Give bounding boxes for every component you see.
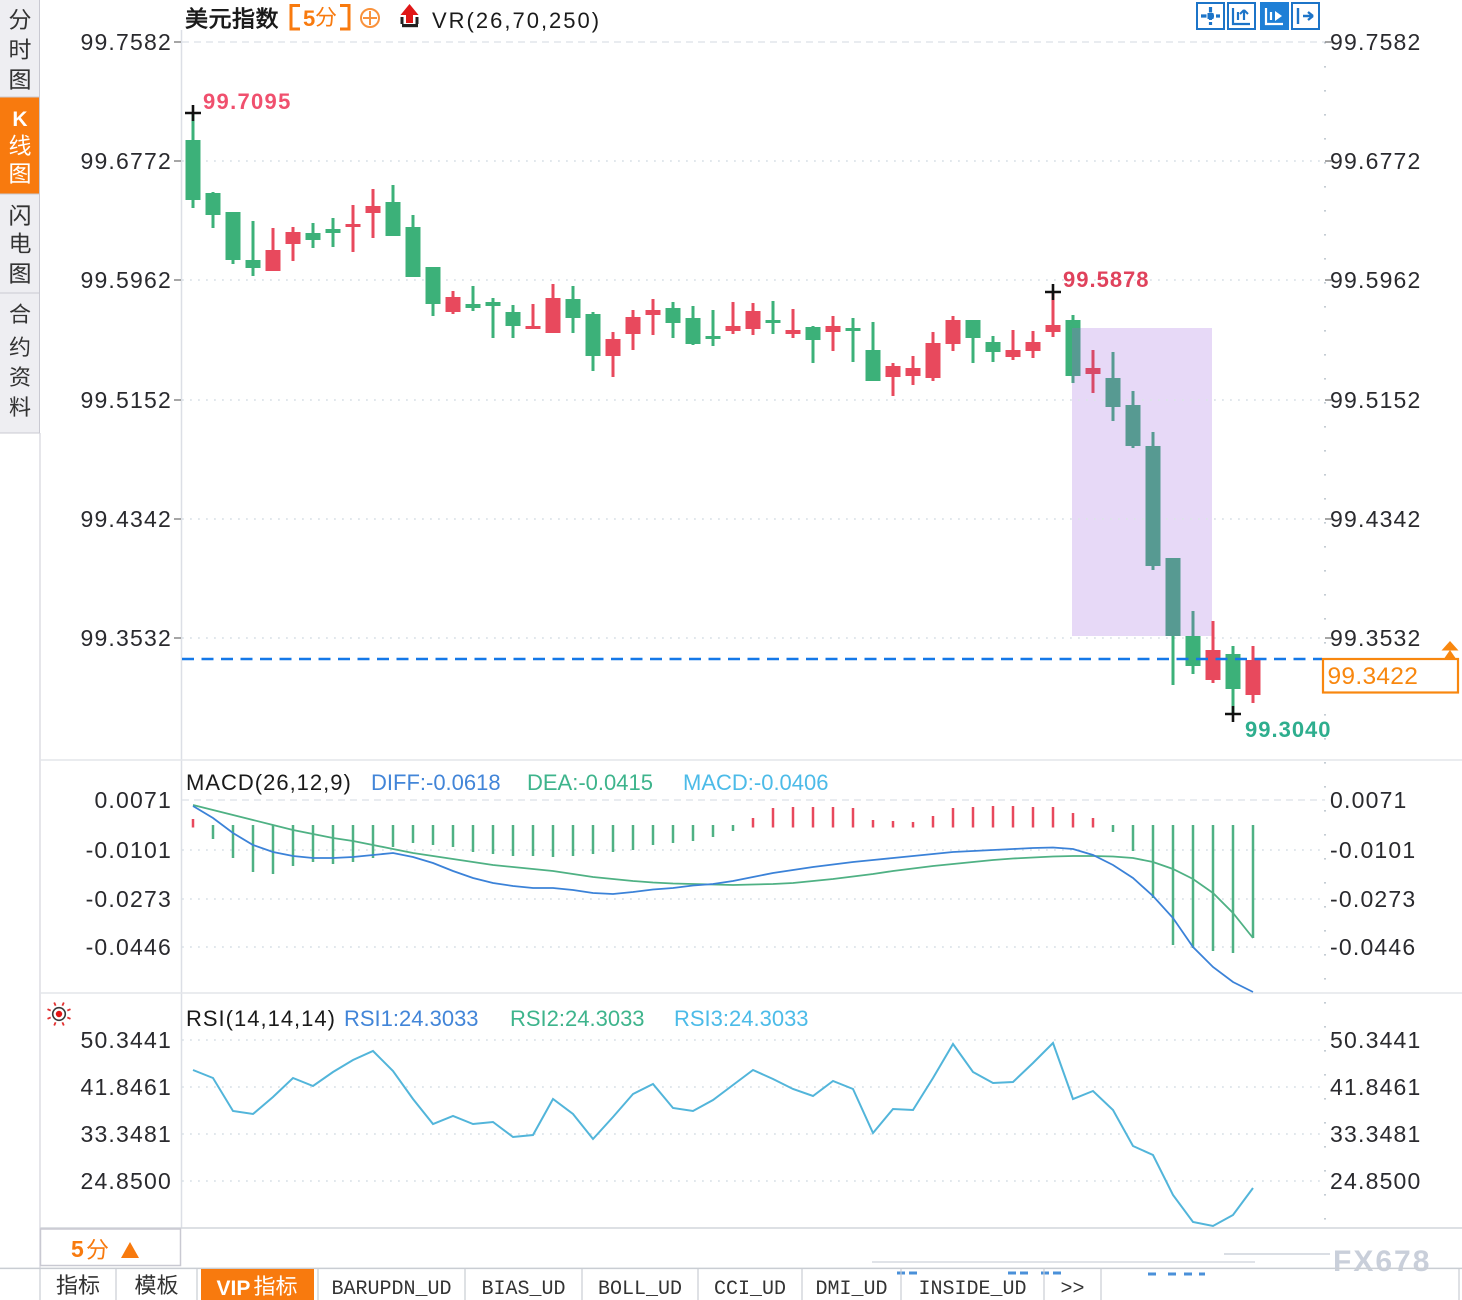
svg-text:INSIDE_UD: INSIDE_UD <box>918 1278 1026 1300</box>
svg-text:RSI(14,14,14): RSI(14,14,14) <box>186 1006 336 1031</box>
svg-text:99.3532: 99.3532 <box>80 625 172 651</box>
svg-text:K: K <box>12 108 27 131</box>
svg-text:>>: >> <box>1060 1278 1084 1300</box>
svg-text:99.3532: 99.3532 <box>1330 625 1422 651</box>
svg-text:5: 5 <box>303 6 315 31</box>
svg-text:99.3422: 99.3422 <box>1328 663 1419 690</box>
svg-text:99.4342: 99.4342 <box>1330 506 1422 532</box>
svg-text:-0.0446: -0.0446 <box>1330 934 1416 960</box>
svg-text:CCI_UD: CCI_UD <box>714 1278 786 1300</box>
svg-text:RSI2:24.3033: RSI2:24.3033 <box>510 1006 645 1031</box>
svg-text:41.8461: 41.8461 <box>1330 1074 1422 1100</box>
svg-text:99.6772: 99.6772 <box>80 148 172 174</box>
svg-text:BARUPDN_UD: BARUPDN_UD <box>331 1278 451 1300</box>
svg-text:50.3441: 50.3441 <box>80 1027 172 1053</box>
svg-text:DIFF:-0.0618: DIFF:-0.0618 <box>371 770 501 795</box>
svg-text:33.3481: 33.3481 <box>1330 1121 1422 1147</box>
svg-text:99.5962: 99.5962 <box>1330 267 1422 293</box>
svg-text:0.0071: 0.0071 <box>1330 787 1408 813</box>
svg-text:50.3441: 50.3441 <box>1330 1027 1422 1053</box>
svg-text:41.8461: 41.8461 <box>80 1074 172 1100</box>
svg-text:-0.0446: -0.0446 <box>86 934 172 960</box>
svg-text:-0.0273: -0.0273 <box>1330 886 1416 912</box>
svg-text:-0.0101: -0.0101 <box>1330 837 1416 863</box>
svg-text:99.5878: 99.5878 <box>1063 267 1150 292</box>
svg-text:24.8500: 24.8500 <box>1330 1168 1422 1194</box>
svg-text:99.7582: 99.7582 <box>80 29 172 55</box>
svg-text:RSI3:24.3033: RSI3:24.3033 <box>674 1006 809 1031</box>
svg-text:5: 5 <box>71 1236 84 1262</box>
svg-text:99.5152: 99.5152 <box>1330 387 1422 413</box>
svg-text:MACD(26,12,9): MACD(26,12,9) <box>186 770 352 795</box>
svg-text:99.5962: 99.5962 <box>80 267 172 293</box>
svg-text:33.3481: 33.3481 <box>80 1121 172 1147</box>
svg-text:99.7095: 99.7095 <box>203 89 292 114</box>
svg-text:RSI1:24.3033: RSI1:24.3033 <box>344 1006 479 1031</box>
svg-text:DMI_UD: DMI_UD <box>815 1278 887 1300</box>
svg-text:BIAS_UD: BIAS_UD <box>481 1278 565 1300</box>
svg-text:99.5152: 99.5152 <box>80 387 172 413</box>
svg-text:VIP: VIP <box>217 1277 251 1300</box>
svg-text:MACD:-0.0406: MACD:-0.0406 <box>683 770 829 795</box>
svg-text:-0.0273: -0.0273 <box>86 886 172 912</box>
svg-text:99.6772: 99.6772 <box>1330 148 1422 174</box>
svg-text:0.0071: 0.0071 <box>94 787 172 813</box>
svg-text:BOLL_UD: BOLL_UD <box>598 1278 682 1300</box>
svg-text:DEA:-0.0415: DEA:-0.0415 <box>527 770 653 795</box>
svg-text:-0.0101: -0.0101 <box>86 837 172 863</box>
svg-text:99.7582: 99.7582 <box>1330 29 1422 55</box>
svg-text:FX678: FX678 <box>1333 1245 1431 1278</box>
svg-text:24.8500: 24.8500 <box>80 1168 172 1194</box>
svg-text:VR(26,70,250): VR(26,70,250) <box>432 8 601 33</box>
svg-text:99.4342: 99.4342 <box>80 506 172 532</box>
svg-text:99.3040: 99.3040 <box>1245 717 1332 742</box>
